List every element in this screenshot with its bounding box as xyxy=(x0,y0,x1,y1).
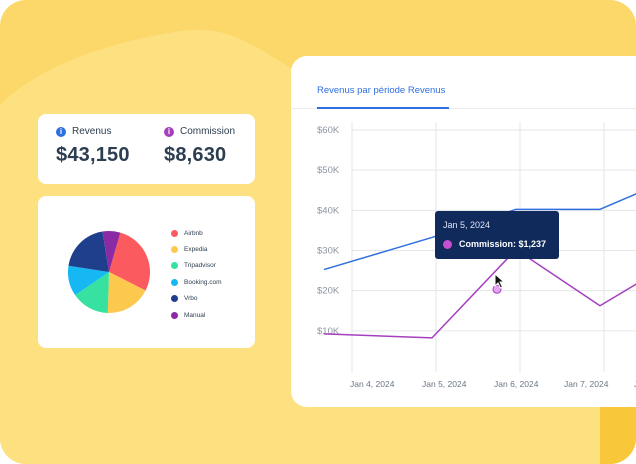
tooltip-series-dot xyxy=(443,239,452,249)
commission-label: Commission xyxy=(180,126,236,137)
x-tick-label: Jan 7, 2024 xyxy=(564,379,609,389)
legend-item: Booking.com xyxy=(171,274,222,290)
legend-item: Tripadvisor xyxy=(171,258,222,274)
pie-slice-expedia[interactable] xyxy=(107,272,146,313)
legend-label: Tripadvisor xyxy=(184,262,216,270)
tab-divider xyxy=(291,108,636,109)
legend-label: Airbnb xyxy=(184,229,203,237)
commission-value: $8,630 xyxy=(164,144,227,166)
tooltip-value: Commission: $1,237 xyxy=(459,239,547,249)
y-tick-label: $40K xyxy=(317,205,340,216)
x-tick-label: Jan 8, 2024 xyxy=(634,379,636,389)
x-tick-label: Jan 4, 2024 xyxy=(350,379,395,389)
legend-dot xyxy=(171,311,178,319)
legend-dot xyxy=(171,229,178,237)
tab-active-indicator xyxy=(317,107,449,109)
x-tick-label: Jan 5, 2024 xyxy=(422,379,467,389)
pie-card: Airbnb Expedia Tripadvisor Booking.com Vrbo M… xyxy=(38,196,255,348)
pie-slice-tripadvisor[interactable] xyxy=(75,272,109,313)
info-icon: i xyxy=(164,126,174,137)
commission-stat: i Commission $8,630 xyxy=(164,126,235,167)
chart-tooltip: Jan 5, 2024 Commission: $1,237 xyxy=(435,211,559,259)
tooltip-date: Jan 5, 2024 xyxy=(443,220,491,230)
series-line-revenus xyxy=(323,193,636,271)
stats-card: i Revenus $43,150 i Commission $8,630 xyxy=(38,114,255,184)
legend-label: Manual xyxy=(184,311,206,319)
y-tick-label: $50K xyxy=(317,165,340,176)
x-tick-label: Jan 6, 2024 xyxy=(494,379,539,389)
legend-item: Airbnb xyxy=(171,225,222,241)
revenue-stat: i Revenus $43,150 xyxy=(56,126,130,167)
pie-slice-vrbo[interactable] xyxy=(68,231,109,272)
pie-slice-manual[interactable] xyxy=(102,231,121,272)
legend-dot xyxy=(171,278,178,286)
hover-point-marker[interactable] xyxy=(492,284,502,294)
legend-label: Booking.com xyxy=(184,278,222,286)
legend-item: Expedia xyxy=(171,241,222,257)
pie-chart xyxy=(68,231,150,313)
info-icon: i xyxy=(56,126,66,137)
pie-legend: Airbnb Expedia Tripadvisor Booking.com Vrbo M… xyxy=(171,225,222,323)
pie-slice-booking-com[interactable] xyxy=(68,265,109,296)
legend-dot xyxy=(171,262,178,270)
series-line-commission xyxy=(323,248,636,339)
y-tick-label: $20K xyxy=(317,286,340,297)
legend-item: Vrbo xyxy=(171,291,222,307)
revenue-value: $43,150 xyxy=(56,144,130,166)
tab-revenus-par-periode[interactable]: Revenus par période Revenus xyxy=(317,85,446,96)
revenue-label: Revenus xyxy=(72,126,112,137)
pie-slice-airbnb[interactable] xyxy=(109,232,150,291)
legend-item: Manual xyxy=(171,307,222,323)
mouse-cursor-icon xyxy=(494,273,506,289)
y-tick-label: $10K xyxy=(317,326,340,337)
legend-label: Vrbo xyxy=(184,295,198,303)
legend-dot xyxy=(171,246,178,254)
legend-dot xyxy=(171,295,178,303)
y-tick-label: $60K xyxy=(317,125,340,136)
legend-label: Expedia xyxy=(184,246,208,254)
y-tick-label: $30K xyxy=(317,246,340,257)
